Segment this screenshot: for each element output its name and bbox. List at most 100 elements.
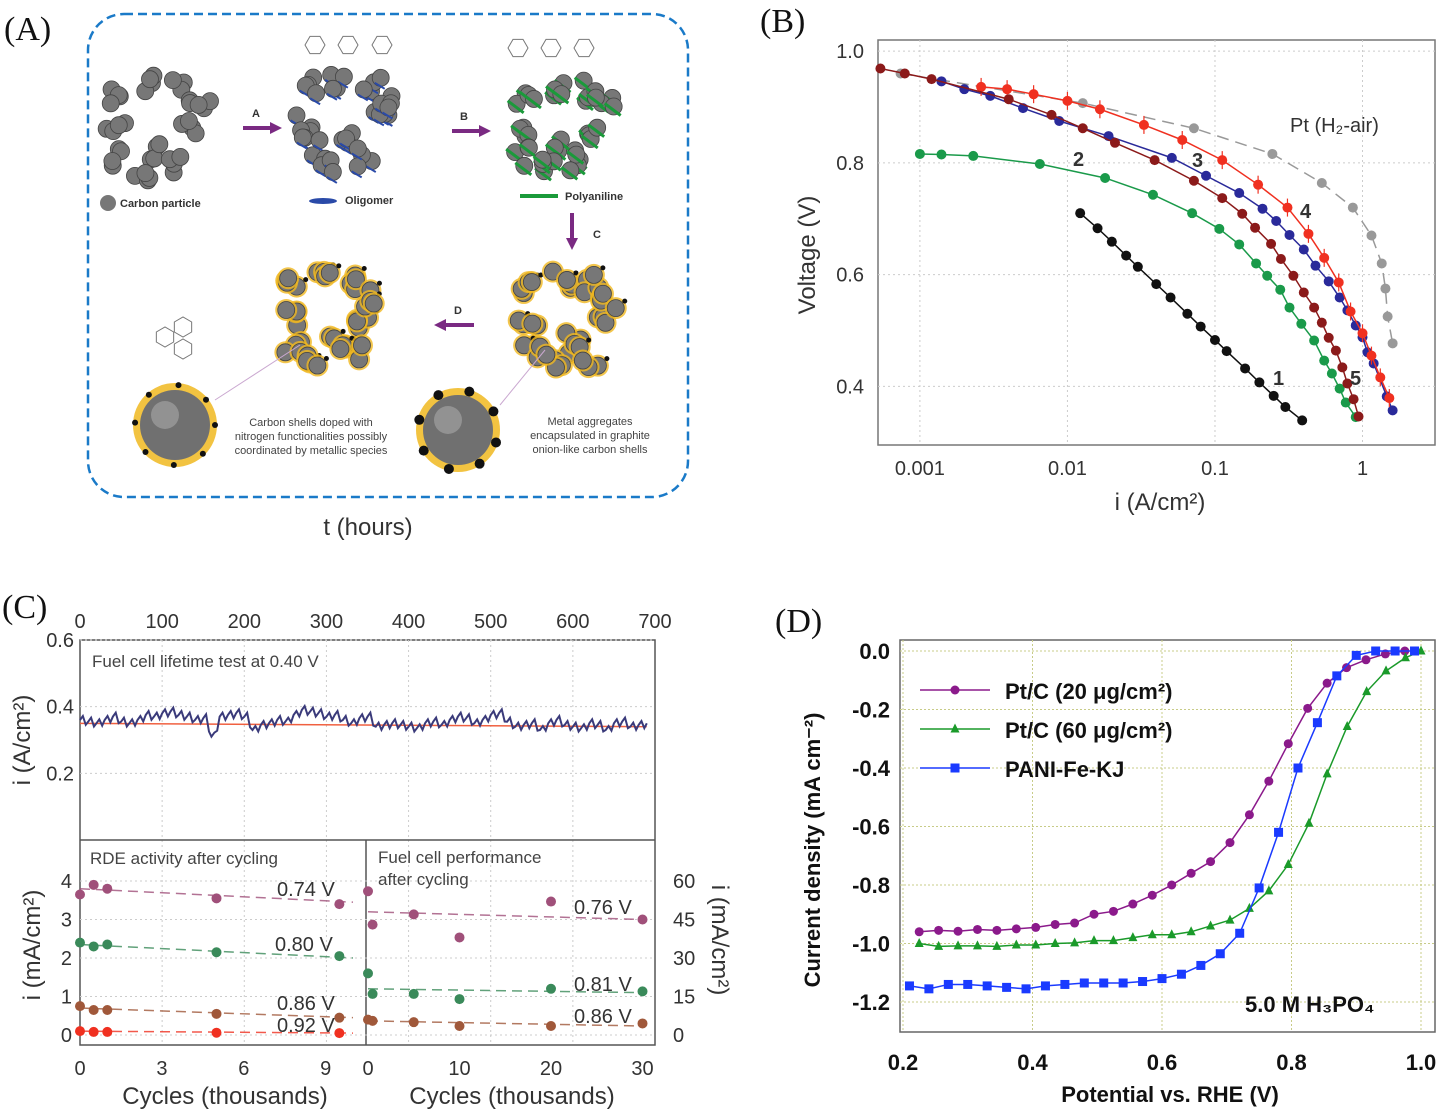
oligomer-strand <box>351 152 363 161</box>
br-y-tick-label: 0 <box>673 1025 684 1047</box>
data-point <box>1092 223 1103 234</box>
br-y-axis-label: i (mA/cm²) <box>706 885 733 996</box>
data-point <box>1031 939 1041 949</box>
series-label: 1 <box>1273 368 1284 390</box>
data-point <box>88 1004 99 1015</box>
oligomer-legend-icon <box>309 198 337 204</box>
carbon-particle <box>567 145 586 164</box>
legend-marker <box>950 763 960 773</box>
data-point <box>454 994 465 1005</box>
data-point <box>914 938 924 947</box>
panel-d-chart: 0.2 0.4 0.6 0.8 1.0 0.0 -0.2 -0.4 -0.6 -0.8 -1.0 -1… <box>800 639 1436 1107</box>
data-point <box>1340 397 1351 408</box>
data-point <box>1215 949 1225 959</box>
data-point <box>454 932 465 943</box>
data-point <box>211 893 222 904</box>
data-point <box>899 68 910 79</box>
metal-aggregate <box>376 280 382 286</box>
y-tick-label: -0.4 <box>852 756 891 781</box>
data-point <box>334 951 345 962</box>
caption-right-line: onion-like carbon shells <box>533 444 648 456</box>
data-point <box>1322 768 1332 778</box>
data-point <box>1297 415 1308 426</box>
data-point <box>1028 89 1039 100</box>
plot-area <box>79 639 656 1046</box>
data-point <box>1206 920 1216 930</box>
data-point <box>367 919 378 930</box>
data-point <box>1251 258 1262 269</box>
data-point <box>1375 372 1386 383</box>
carbon-particle <box>552 85 571 104</box>
data-point <box>637 1018 648 1029</box>
electrolyte-annotation: 5.0 M H₃PO₄ <box>1245 992 1374 1017</box>
data-point <box>1070 937 1080 947</box>
data-point <box>1151 279 1162 290</box>
data-point <box>1342 378 1353 389</box>
oligomer-strand <box>374 81 386 90</box>
data-point <box>1350 320 1361 331</box>
data-point <box>1282 202 1293 213</box>
panel-a-diagram: A B C D Carbon particle Oligomer Polyaniline Ca… <box>86 12 690 541</box>
metal-aggregate <box>474 458 485 469</box>
lifetime-trace <box>79 703 648 739</box>
carbon-particle <box>594 284 612 303</box>
data-point <box>1240 363 1251 374</box>
data-point <box>1387 405 1398 416</box>
data-point <box>1128 932 1138 942</box>
data-point <box>1275 284 1286 295</box>
leached-cluster <box>274 260 385 377</box>
carbon-particle <box>353 336 371 355</box>
data-point <box>1060 979 1070 989</box>
data-point <box>408 1017 419 1028</box>
data-point <box>976 81 987 92</box>
data-point <box>75 889 85 900</box>
data-point <box>1040 981 1050 991</box>
data-point <box>1138 977 1148 987</box>
polyaniline-strand <box>603 102 622 117</box>
data-point <box>1046 109 1057 120</box>
br-x-tick-label: 10 <box>448 1058 470 1080</box>
metal-aggregate <box>199 450 206 457</box>
top-x-tick-label: 200 <box>228 611 261 633</box>
data-point <box>963 979 973 989</box>
data-point <box>1357 328 1368 339</box>
data-point <box>1312 718 1322 728</box>
data-point <box>1361 655 1371 665</box>
data-point <box>1167 929 1177 939</box>
data-point <box>1271 215 1282 226</box>
data-point <box>1147 929 1157 939</box>
voltage-label: 0.86 V <box>574 1006 632 1028</box>
voltage-label: 0.81 V <box>574 974 632 996</box>
caption-right-line: Metal aggregates <box>548 416 633 428</box>
polyaniline-strand <box>518 143 537 158</box>
metal-aggregate <box>433 390 444 401</box>
ring <box>173 316 193 338</box>
oligomer-strand <box>326 92 338 101</box>
data-point <box>904 981 914 991</box>
carbon-particle <box>596 313 615 332</box>
data-point <box>88 941 99 952</box>
data-point <box>1077 123 1088 134</box>
voltage-label: 0.86 V <box>277 993 335 1015</box>
x-tick-label: 0.1 <box>1201 458 1229 480</box>
data-point <box>1267 148 1278 159</box>
oligomer-strand <box>373 118 385 127</box>
data-point <box>1351 650 1361 660</box>
data-point <box>1187 208 1198 219</box>
br-x-tick-label: 30 <box>631 1058 653 1080</box>
polyaniline-strand <box>514 161 533 176</box>
metal-aggregate <box>132 419 139 426</box>
data-point <box>992 925 1002 935</box>
data-point <box>1334 383 1345 394</box>
data-point <box>1225 838 1235 848</box>
data-point <box>1094 104 1105 115</box>
carbon-particle <box>320 263 339 282</box>
data-point <box>1244 902 1254 912</box>
carbon-particle <box>537 345 556 364</box>
data-point <box>1206 857 1216 867</box>
bl-x-axis-label: Cycles (thousands) <box>122 1083 327 1110</box>
x-tick-label: 0.01 <box>1048 458 1087 480</box>
data-point <box>992 940 1002 950</box>
plot-area <box>899 639 1436 1033</box>
br-y-tick-label: 60 <box>673 871 695 893</box>
